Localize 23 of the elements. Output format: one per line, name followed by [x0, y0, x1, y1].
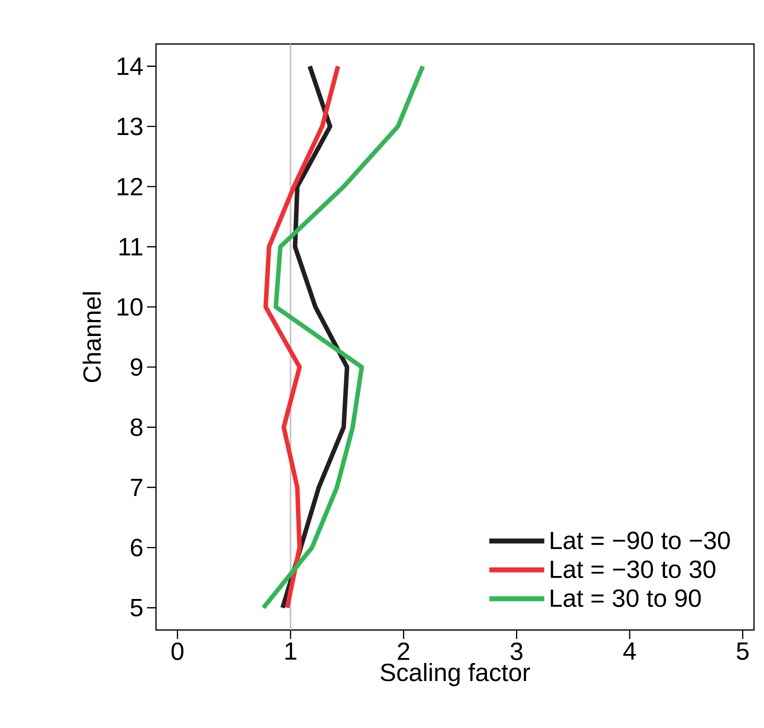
y-tick-label: 14	[118, 58, 143, 75]
legend-label: Lat = 30 to 90	[550, 589, 701, 607]
x-tick-label: 4	[623, 642, 636, 660]
legend-label: Lat = −90 to −30	[550, 532, 730, 550]
y-tick-label: 5	[130, 599, 142, 616]
y-tick-label: 12	[118, 178, 142, 196]
legend-label: Lat = −30 to 30	[550, 560, 716, 578]
x-axis-title: Scaling factor	[380, 662, 530, 686]
line-series	[261, 64, 426, 610]
y-tick-label: 13	[118, 118, 142, 136]
y-tick-label: 9	[130, 358, 142, 376]
x-tick-label: 0	[172, 642, 184, 660]
y-tick-label: 8	[130, 418, 142, 436]
y-tick-label: 6	[130, 538, 142, 556]
y-tick-label: 11	[120, 238, 142, 256]
x-tick-label: 1	[285, 642, 296, 660]
y-tick-label: 10	[118, 298, 142, 316]
x-tick-label: 3	[510, 642, 522, 660]
x-tick-label: 2	[398, 642, 410, 660]
line-series	[263, 64, 340, 610]
y-axis-title: Channel	[82, 292, 101, 382]
x-tick-label: 5	[736, 642, 749, 660]
y-tick-label: 7	[130, 478, 142, 496]
